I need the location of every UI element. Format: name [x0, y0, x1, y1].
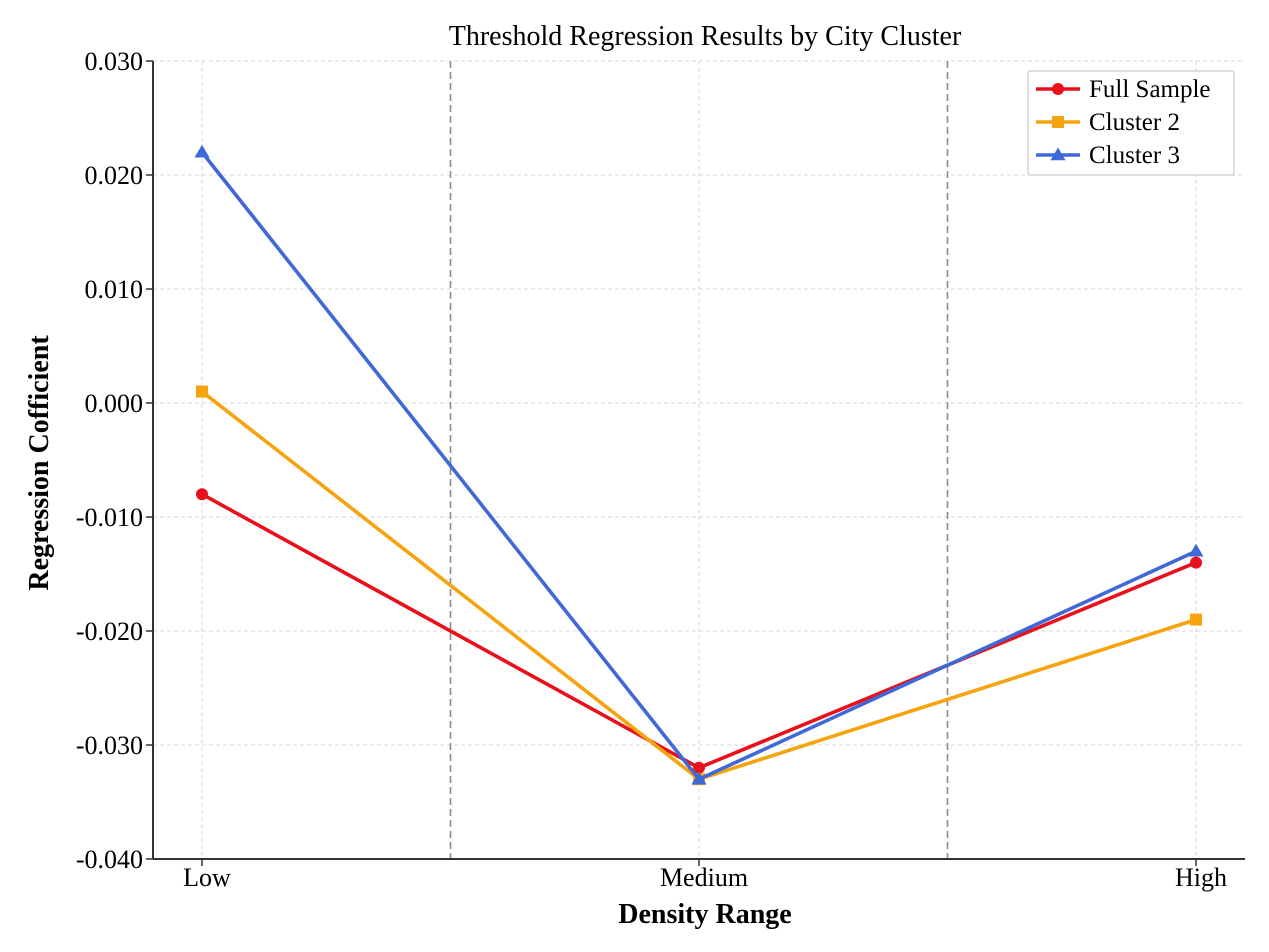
y-tick-label: -0.040	[76, 845, 143, 874]
x-tick-label: Low	[183, 863, 231, 892]
legend-item-cluster-3: Cluster 3	[1036, 142, 1180, 169]
data-point-full-sample	[1190, 556, 1202, 569]
data-point-full-sample	[196, 488, 208, 501]
chart-title: Threshold Regression Results by City Clu…	[449, 21, 962, 52]
y-tick-label: -0.010	[76, 503, 143, 532]
y-tick-label: -0.020	[76, 617, 143, 646]
data-point-cluster-2	[196, 385, 208, 398]
x-tick-label: Medium	[660, 863, 748, 892]
x-tick-label: High	[1175, 863, 1227, 892]
series-cluster-2	[196, 385, 1202, 786]
legend-swatch-marker	[1052, 83, 1064, 95]
data-point-cluster-3	[1188, 543, 1204, 557]
legend-box	[1027, 70, 1235, 176]
data-point-cluster-3	[194, 144, 210, 158]
series-cluster-3	[194, 144, 1204, 785]
data-point-full-sample	[693, 761, 705, 774]
y-tick-label: 0.000	[85, 389, 144, 418]
legend-item-cluster-2: Cluster 2	[1036, 109, 1180, 136]
series-full-sample	[196, 488, 1202, 774]
legend-item-full-sample: Full Sample	[1036, 76, 1211, 103]
y-tick-label: 0.010	[85, 275, 144, 304]
grid-layer	[153, 60, 1245, 860]
legend-swatch-marker	[1052, 116, 1064, 128]
series-layer	[194, 144, 1204, 786]
y-tick-label: 0.020	[85, 161, 144, 190]
y-axis-title: Regression Cofficient	[24, 335, 55, 591]
legend-label: Cluster 3	[1089, 142, 1180, 169]
y-tick-label: 0.030	[85, 47, 144, 76]
data-point-cluster-3	[691, 771, 707, 785]
x-axis-title: Density Range	[618, 899, 791, 930]
legend-label: Full Sample	[1089, 76, 1211, 103]
legend: Full Sample Cluster 2 Cluster 3	[1027, 70, 1235, 176]
legend-label: Cluster 2	[1089, 109, 1180, 136]
legend-swatch-marker	[1050, 147, 1066, 161]
data-point-cluster-2	[1190, 613, 1202, 626]
y-tick-label: -0.030	[76, 731, 143, 760]
